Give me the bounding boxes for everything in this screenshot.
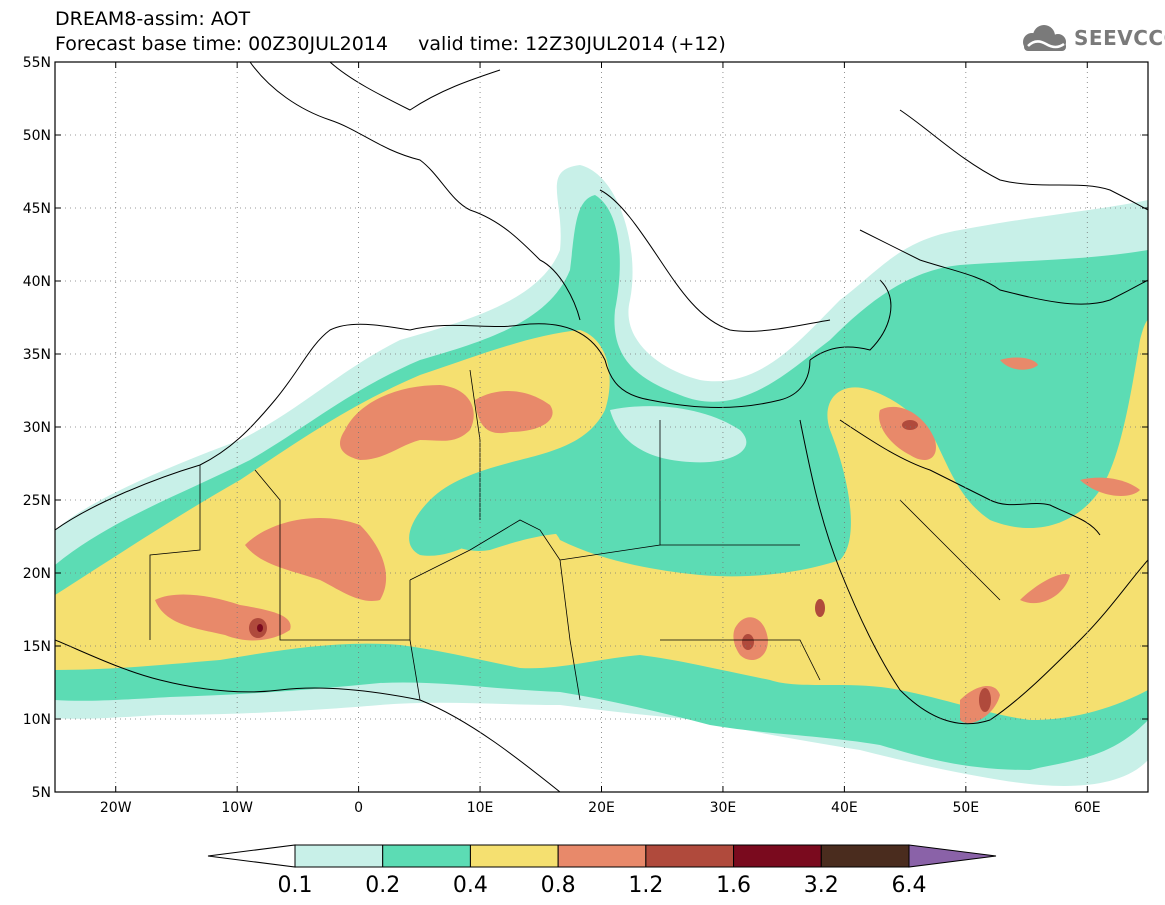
- logo-text: SEEVCCC: [1074, 26, 1165, 50]
- colorbar-bin: [382, 844, 471, 868]
- aot-contour-0.8: [340, 385, 474, 460]
- aot-contour-1.6: [257, 624, 263, 632]
- lat-tick-label: 40N: [23, 274, 51, 290]
- lon-tick-label: 40E: [831, 800, 858, 816]
- colorbar-bin: [733, 844, 822, 868]
- lon-tick-label: 0: [354, 800, 363, 816]
- map-axes: 55N 50N 45N 40N 35N 30N 25N 20N 15N 10N 5N 20W 10W 0 1…: [23, 55, 1148, 816]
- aot-contour-1.2: [979, 688, 991, 712]
- lat-tick-label: 20N: [23, 566, 51, 582]
- lat-tick-label: 15N: [23, 639, 51, 655]
- map-grid: [55, 62, 1148, 792]
- forecast-time-subtitle: Forecast base time: 00Z30JUL2014 valid t…: [55, 33, 726, 55]
- colorbar-label: 0.8: [541, 873, 576, 898]
- lat-tick-label: 50N: [23, 128, 51, 144]
- aot-contour-0.2-inner: [430, 469, 793, 551]
- lon-tick-label: 60E: [1074, 800, 1101, 816]
- lon-tick-label: 10W: [221, 800, 253, 816]
- lon-tick-label: 20W: [100, 800, 132, 816]
- lat-tick-label: 35N: [23, 347, 51, 363]
- colorbar-label: 0.1: [278, 873, 313, 898]
- lon-tick-label: 30E: [710, 800, 737, 816]
- colorbar-bin: [820, 844, 910, 868]
- aot-contour-0.4: [55, 320, 1148, 720]
- aot-contour-0.2-inner: [939, 356, 1023, 440]
- lat-tick-label: 55N: [23, 55, 51, 71]
- aot-contour-1.2: [742, 634, 754, 650]
- aot-contour-1.2: [902, 420, 918, 430]
- aot-contour-1.2: [815, 599, 825, 617]
- aot-contour-0.8: [879, 406, 936, 460]
- lat-tick-label: 5N: [32, 785, 51, 801]
- colorbar-lower-arrow: [207, 844, 296, 868]
- colorbar-label: 0.2: [365, 873, 400, 898]
- lon-tick-label: 20E: [588, 800, 615, 816]
- colorbar-label: 0.4: [453, 873, 488, 898]
- country-borders: [149, 369, 1001, 701]
- lon-tick-label: 10E: [467, 800, 494, 816]
- lat-tick-label: 10N: [23, 712, 51, 728]
- colorbar-bin: [469, 844, 559, 868]
- aot-contour-0.1-inner: [610, 406, 747, 463]
- colorbar: 0.1 0.2 0.4 0.8 1.2 1.6 3.2 6.4: [207, 844, 997, 898]
- lat-tick-label: 45N: [23, 201, 51, 217]
- aot-contour-0.8: [1020, 574, 1070, 604]
- lon-tick-label: 50E: [952, 800, 979, 816]
- map-title: DREAM8-assim: AOT: [55, 8, 251, 30]
- colorbar-label: 1.6: [716, 873, 751, 898]
- colorbar-label: 3.2: [804, 873, 839, 898]
- lat-tick-label: 30N: [23, 420, 51, 436]
- colorbar-bin: [294, 844, 384, 868]
- aot-contour-0.8: [1000, 357, 1038, 370]
- coastlines: [55, 62, 1148, 792]
- aot-contour-0.8: [1080, 477, 1140, 496]
- colorbar-upper-arrow: [908, 844, 997, 868]
- lat-tick-label: 25N: [23, 493, 51, 509]
- colorbar-label: 6.4: [892, 873, 927, 898]
- cloud-icon: [1023, 25, 1066, 51]
- colorbar-bin: [645, 844, 735, 868]
- aot-contours: [55, 62, 1148, 792]
- colorbar-bin: [557, 844, 647, 868]
- colorbar-label: 1.2: [628, 873, 663, 898]
- aot-contour-0.8: [475, 390, 553, 434]
